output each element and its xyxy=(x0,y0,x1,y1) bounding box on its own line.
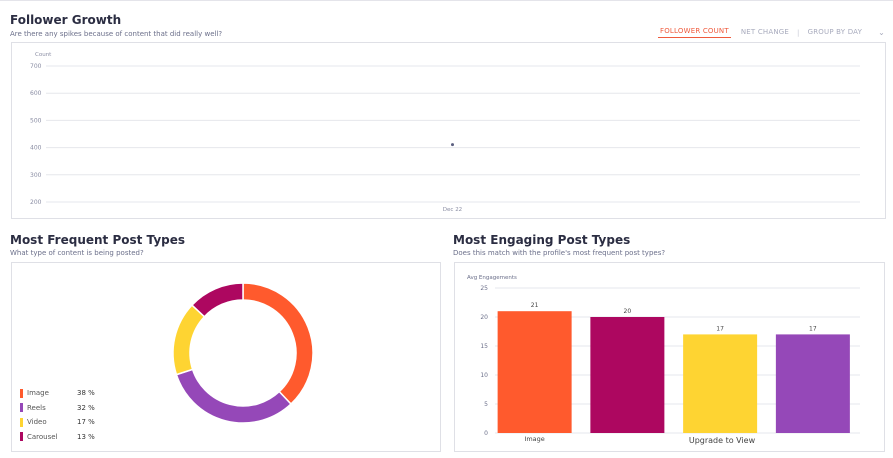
legend-item: Video 17 % xyxy=(20,415,95,430)
donut-slice-video xyxy=(172,304,206,376)
bar-value-label: 17 xyxy=(716,325,724,332)
y-tick-label: 500 xyxy=(30,117,42,124)
net-change-toggle[interactable]: NET CHANGE xyxy=(740,27,790,36)
legend-label: Video xyxy=(27,418,47,427)
bar-value-label: 20 xyxy=(624,308,632,315)
y-tick-label: 20 xyxy=(480,314,488,321)
y-tick-label: 25 xyxy=(480,285,488,292)
follower-growth-controls: FOLLOWER COUNT NET CHANGE | GROUP BY DAY… xyxy=(657,27,885,38)
bar xyxy=(497,311,572,433)
legend-label: Carousel xyxy=(27,432,58,441)
legend-item: Reels 32 % xyxy=(20,401,95,416)
legend-item: Carousel 13 % xyxy=(20,430,95,445)
bar-value-label: 17 xyxy=(809,325,817,332)
frequent-post-types-title: Most Frequent Post Types xyxy=(10,233,186,247)
legend-label: Image xyxy=(27,389,49,398)
donut-slice-reels xyxy=(175,368,292,424)
engaging-post-types-panel: Avg Engagements 25 20 15 10 5 0 21 Image 20 17 17 Up… xyxy=(454,262,885,452)
y-tick-label: 5 xyxy=(484,401,488,408)
y-tick-label: 600 xyxy=(30,90,42,97)
y-tick-label: 300 xyxy=(30,172,42,179)
legend-swatch xyxy=(20,432,23,442)
legend-swatch xyxy=(20,417,23,427)
bar xyxy=(683,334,758,433)
donut-slice-image xyxy=(242,282,314,406)
legend-swatch xyxy=(20,403,23,413)
x-tick-label: Image xyxy=(524,435,544,443)
engaging-post-types-title: Most Engaging Post Types xyxy=(453,233,631,247)
y-axis-label: Count xyxy=(35,52,52,58)
group-by-day-dropdown[interactable]: GROUP BY DAY xyxy=(807,27,863,36)
follower-growth-panel: Count 700 600 500 400 300 200 Dec 22 xyxy=(11,42,886,219)
bar-value-label: 21 xyxy=(531,302,539,309)
chevron-down-icon[interactable]: ⌄ xyxy=(878,28,885,37)
bar xyxy=(775,334,850,433)
y-tick-label: 400 xyxy=(30,145,42,152)
follower-growth-chart: Count 700 600 500 400 300 200 Dec 22 xyxy=(30,52,860,213)
follower-count-toggle[interactable]: FOLLOWER COUNT xyxy=(657,27,731,38)
frequent-post-types-panel xyxy=(11,262,441,452)
follower-growth-subtitle: Are there any spikes because of content … xyxy=(10,30,223,38)
donut-slice-carousel xyxy=(190,282,244,318)
legend-swatch xyxy=(20,388,23,398)
y-tick-label: 700 xyxy=(30,63,42,70)
frequent-post-types-subtitle: What type of content is being posted? xyxy=(10,249,144,257)
bar xyxy=(590,317,665,433)
follower-growth-title: Follower Growth xyxy=(10,13,122,27)
legend-value: 32 % xyxy=(77,403,95,412)
y-tick-label: 200 xyxy=(30,199,42,206)
donut-legend: Image 38 % Reels 32 % Video 17 % Carousel 13 % xyxy=(20,386,95,444)
engagement-bar-chart: Avg Engagements 25 20 15 10 5 0 21 Image 20 17 17 Up… xyxy=(467,275,860,445)
y-axis-label: Avg Engagements xyxy=(467,275,517,281)
legend-value: 17 % xyxy=(77,418,95,427)
y-tick-label: 15 xyxy=(480,343,488,350)
legend-value: 13 % xyxy=(77,432,95,441)
y-tick-label: 0 xyxy=(484,430,488,437)
post-types-donut-chart xyxy=(172,282,314,424)
y-tick-label: 10 xyxy=(480,372,488,379)
x-tick-label: Dec 22 xyxy=(443,207,462,213)
data-point xyxy=(451,143,454,147)
upgrade-to-view-label: Upgrade to View xyxy=(689,436,756,445)
controls-separator: | xyxy=(797,28,800,37)
legend-label: Reels xyxy=(27,403,46,412)
top-divider xyxy=(0,0,893,1)
legend-value: 38 % xyxy=(77,389,95,398)
legend-item: Image 38 % xyxy=(20,386,95,401)
engaging-post-types-subtitle: Does this match with the profile's most … xyxy=(453,249,666,257)
